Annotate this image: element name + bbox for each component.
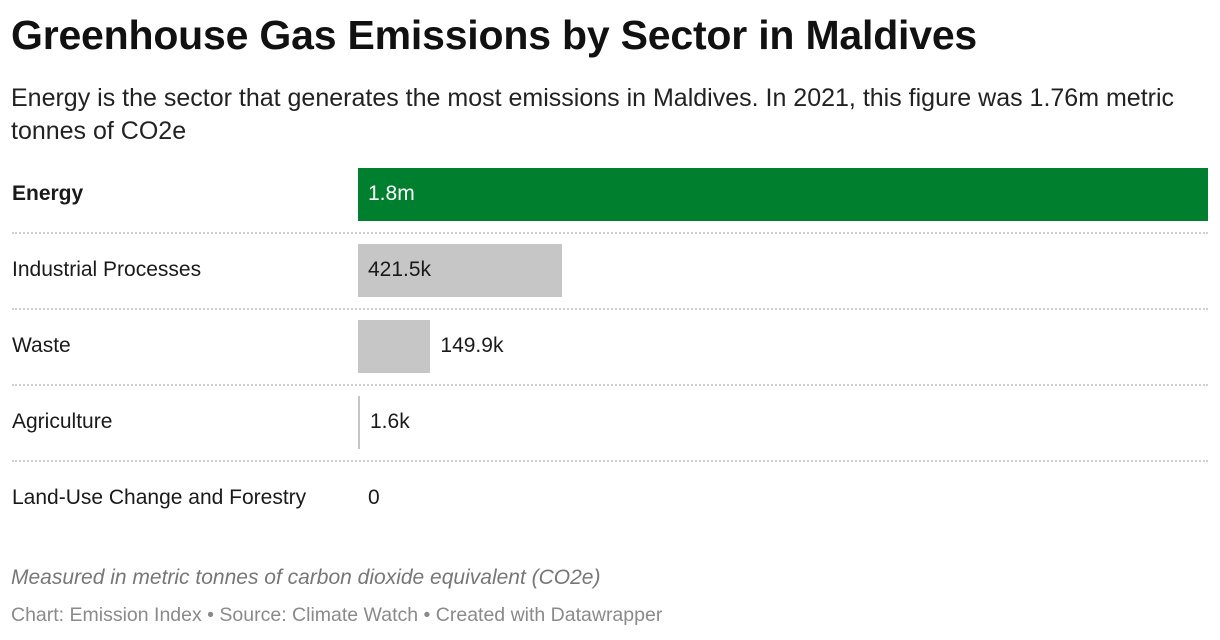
bar — [358, 244, 562, 297]
value-label: 149.9k — [440, 334, 504, 357]
category-label: Agriculture — [12, 410, 113, 433]
bar-row: Land-Use Change and Forestry 0 — [0, 460, 1220, 536]
bar-row: Industrial Processes 421.5k — [0, 232, 1220, 308]
bar — [358, 396, 360, 449]
value-label: 0 — [368, 486, 380, 509]
footer-separator: • — [423, 604, 431, 626]
bar-row: Waste 149.9k — [0, 308, 1220, 384]
category-label: Waste — [12, 334, 71, 357]
chart-footer: Chart: Emission Index • Source: Climate … — [11, 604, 662, 627]
chart-subtitle: Energy is the sector that generates the … — [11, 84, 1175, 145]
bar-row: Agriculture 1.6k — [0, 384, 1220, 460]
value-label: 421.5k — [368, 258, 432, 281]
bar — [358, 168, 1208, 221]
value-label: 1.8m — [368, 182, 415, 205]
row-divider — [12, 232, 1208, 234]
source-credit: Source: Climate Watch — [219, 604, 419, 626]
bar — [358, 320, 431, 373]
category-label: Energy — [12, 182, 84, 205]
chart-title: Greenhouse Gas Emissions by Sector in Ma… — [11, 12, 978, 58]
bar-chart: Energy 1.8m Industrial Processes 421.5k Wast… — [0, 156, 1220, 536]
bar-row: Energy 1.8m — [0, 156, 1220, 232]
created-with-credit: Created with Datawrapper — [435, 604, 663, 626]
category-label: Land-Use Change and Forestry — [12, 486, 307, 509]
row-divider — [12, 384, 1208, 386]
row-divider — [12, 308, 1208, 310]
row-divider — [12, 460, 1208, 462]
value-label: 1.6k — [370, 410, 410, 433]
category-label: Industrial Processes — [12, 258, 202, 281]
chart-notes: Measured in metric tonnes of carbon diox… — [11, 566, 601, 589]
chart-credit: Chart: Emission Index — [11, 604, 202, 626]
footer-separator: • — [207, 604, 214, 626]
